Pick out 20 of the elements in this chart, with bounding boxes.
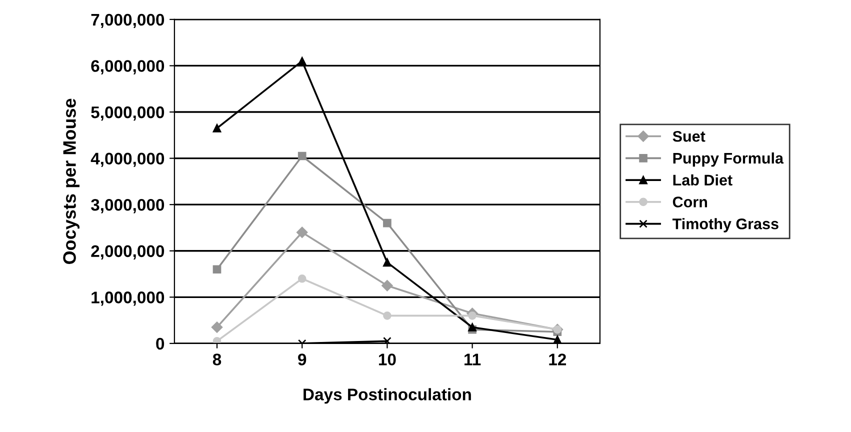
legend-label: Timothy Grass	[672, 218, 778, 232]
legend-label: Suet	[672, 130, 706, 142]
legend-label: Corn	[672, 196, 707, 208]
y-tick-label: 3,000,000	[90, 198, 164, 214]
legend-label: Puppy Formula	[673, 152, 784, 167]
x-tick-label: 10	[378, 354, 396, 366]
x-tick-label: 8	[212, 354, 222, 366]
y-tick-label: 6,000,000	[91, 60, 164, 74]
x-tick-label: 12	[549, 354, 566, 366]
y-tick-label: 4,000,000	[90, 152, 164, 167]
x-axis-title: Days Postinoculation	[304, 388, 471, 404]
y-tick-label: 1,000,000	[92, 292, 164, 306]
y-tick-label: 0	[156, 338, 164, 350]
legend-label: Lab Diet	[673, 174, 732, 186]
x-tick-label: 11	[464, 354, 481, 366]
y-tick-label: 2,000,000	[91, 245, 164, 260]
y-axis-title: Oocysts per Mouse	[63, 98, 80, 264]
y-tick-label: 7,000,000	[91, 14, 164, 28]
x-tick-label: 9	[298, 354, 306, 366]
y-tick-label: 5,000,000	[91, 106, 164, 121]
